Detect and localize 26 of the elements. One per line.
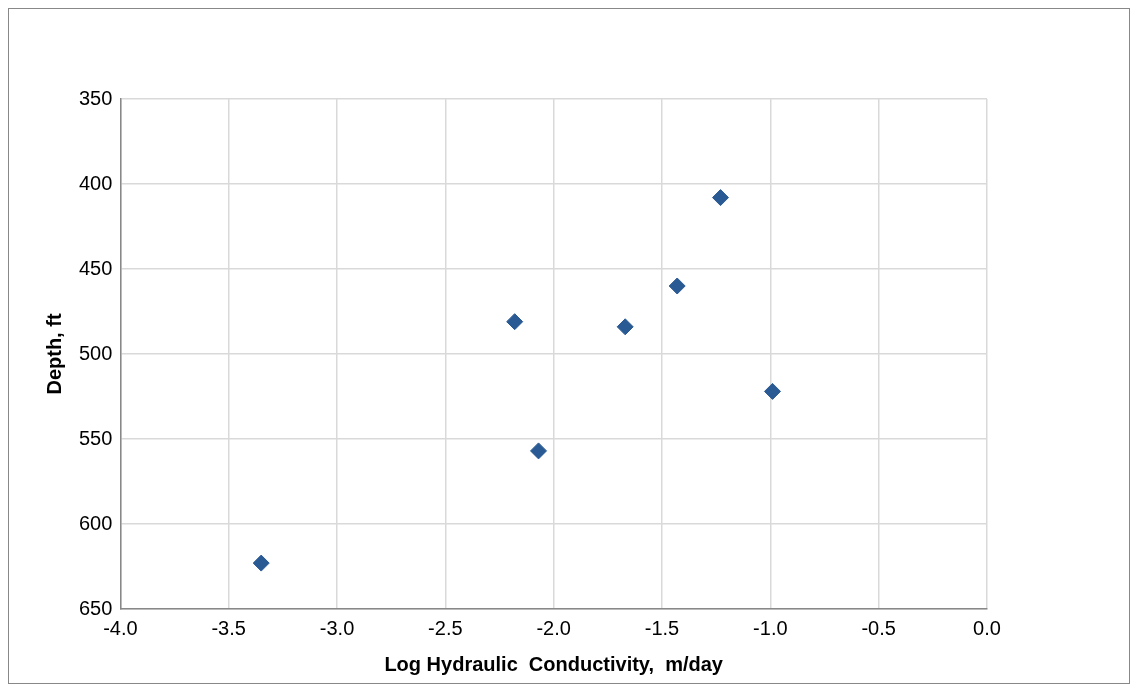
y-tick-label: 550	[78, 426, 113, 449]
x-tick-label: -3.5	[211, 616, 246, 639]
x-tick-label: -1.0	[753, 616, 788, 639]
x-tick-label: -4.0	[103, 616, 138, 639]
point	[668, 277, 686, 295]
x-tick-label: -2.0	[536, 616, 571, 639]
point	[506, 313, 524, 331]
x-tick-label: -3.0	[319, 616, 355, 639]
y-axis-title: Depth, ft	[42, 313, 65, 395]
point	[252, 554, 270, 572]
x-tick-label: -0.5	[861, 616, 896, 639]
y-tick-label: 450	[78, 256, 113, 279]
x-axis-title: Log Hydraulic Conductivity, m/day	[384, 652, 724, 675]
x-tick-label: -2.5	[428, 616, 463, 639]
y-tick-label: 350	[78, 86, 113, 109]
frame: Log Hydraulic Conductivity, m/day Depth, ft -4.0 -3.5 -3.0 -2.5 -2.0 -1.5 -1.0 -0.5 0.0 350 400 450 500 550 600 650	[8, 8, 1130, 684]
y-tick-label: 650	[78, 596, 113, 619]
x-tick-label: 0.0	[973, 616, 1001, 639]
x-tick-label: -1.5	[644, 616, 680, 639]
point	[712, 189, 730, 207]
y-tick-label: 400	[78, 171, 113, 194]
y-tick-label: 600	[78, 511, 113, 534]
point	[764, 382, 782, 400]
y-tick-label: 500	[78, 341, 113, 364]
point	[616, 318, 634, 336]
point	[530, 442, 548, 460]
